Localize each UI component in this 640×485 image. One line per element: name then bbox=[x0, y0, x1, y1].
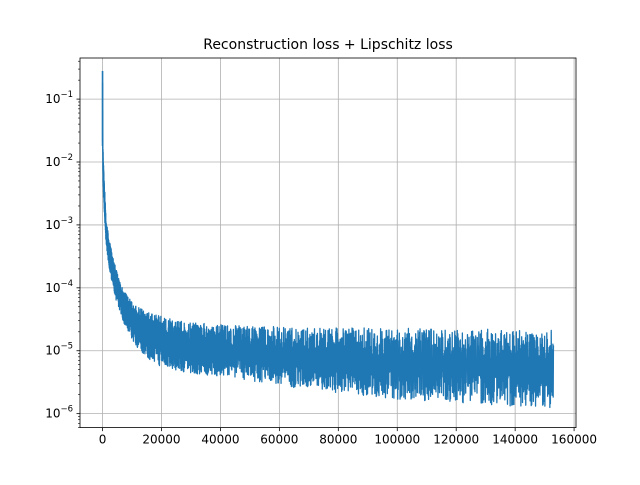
x-tick-label: 20000 bbox=[142, 433, 180, 447]
x-tick-label: 60000 bbox=[260, 433, 298, 447]
x-tick-label: 100000 bbox=[374, 433, 420, 447]
y-axis-ticks: 10−6 10−5 10−4 10−3 10−2 10−1 bbox=[45, 60, 80, 428]
y-tick-label: 10−5 bbox=[45, 342, 73, 358]
x-tick-label: 160000 bbox=[551, 433, 597, 447]
plot-frame bbox=[79, 57, 577, 429]
chart-title: Reconstruction loss + Lipschitz loss bbox=[203, 37, 453, 53]
x-tick-label: 40000 bbox=[201, 433, 239, 447]
x-tick-label: 0 bbox=[99, 433, 107, 447]
x-axis-ticks: 0 20000 40000 60000 80000 100000 120000 140000 1… bbox=[99, 427, 597, 447]
y-tick-label: 10−3 bbox=[45, 216, 73, 232]
x-tick-label: 80000 bbox=[319, 433, 357, 447]
series-layer bbox=[101, 70, 555, 409]
x-tick-label: 140000 bbox=[492, 433, 538, 447]
y-tick-label: 10−4 bbox=[45, 279, 73, 295]
y-tick-label: 10−2 bbox=[45, 153, 73, 169]
x-tick-label: 120000 bbox=[433, 433, 479, 447]
y-tick-label: 10−6 bbox=[45, 405, 73, 421]
y-tick-label: 10−1 bbox=[45, 90, 73, 106]
loss-series-line bbox=[101, 82, 555, 409]
